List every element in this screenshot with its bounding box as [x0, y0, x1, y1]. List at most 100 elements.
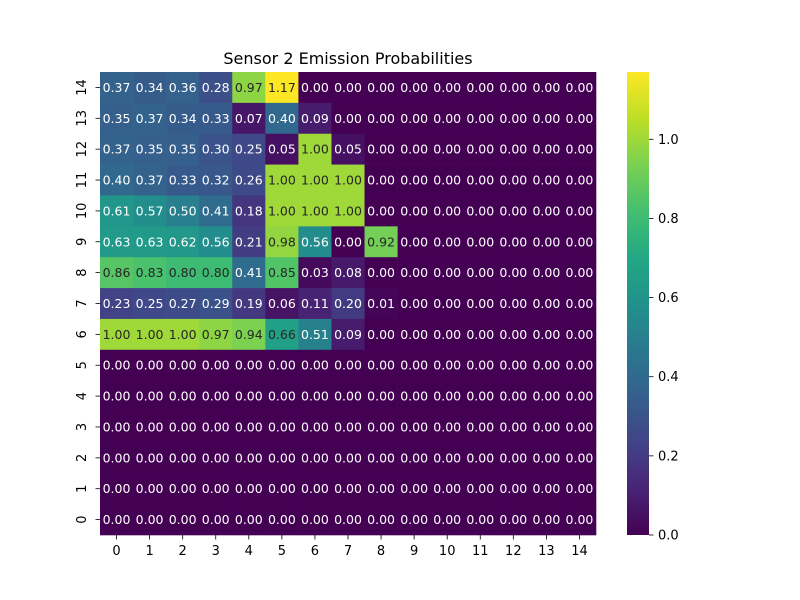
x-tick-label: 9	[410, 544, 418, 559]
cell-value-label: 0.00	[499, 234, 527, 249]
cell-value-label: 0.00	[136, 450, 164, 465]
cell-value-label: 0.80	[169, 265, 197, 280]
heatmap-cell	[100, 318, 134, 351]
heatmap-cell	[166, 380, 200, 412]
heatmap-cell	[298, 133, 332, 165]
cell-value-label: 0.00	[433, 80, 461, 95]
heatmap-cell	[463, 226, 498, 258]
heatmap-cell	[100, 195, 134, 227]
cell-value-label: 0.00	[400, 296, 428, 311]
heatmap-cell	[364, 380, 398, 412]
cell-value-label: 0.00	[367, 481, 395, 496]
cell-value-label: 0.00	[466, 512, 494, 527]
heatmap-cell	[562, 195, 597, 227]
x-tick-label: 1	[145, 544, 153, 559]
cell-value-label: 0.00	[466, 111, 494, 126]
heatmap-cell	[265, 257, 299, 289]
chart-title: Sensor 2 Emission Probabilities	[223, 49, 472, 68]
colorbar-tick-label: 1.0	[658, 133, 679, 148]
cell-value-label: 0.00	[400, 327, 428, 342]
cell-value-label: 0.41	[202, 203, 230, 218]
cell-value-label: 0.29	[202, 296, 230, 311]
heatmap-cell	[463, 72, 498, 104]
heatmap-cell	[166, 195, 200, 227]
heatmap-cell	[133, 442, 167, 474]
cell-value-label: 0.35	[103, 111, 131, 126]
cell-value-label: 0.56	[202, 234, 230, 249]
heatmap-cell	[265, 504, 299, 536]
cell-value-label: 0.34	[136, 80, 164, 95]
cell-value-label: 0.00	[202, 358, 230, 373]
cell-value-label: 0.20	[334, 296, 362, 311]
cell-value-label: 0.00	[136, 512, 164, 527]
heatmap-cell	[529, 164, 564, 196]
heatmap-cell	[430, 133, 465, 165]
heatmap-cell	[364, 257, 398, 289]
cell-value-label: 0.00	[400, 450, 428, 465]
cell-value-label: 0.97	[202, 327, 230, 342]
heatmap-cell	[232, 411, 266, 443]
heatmap-cell	[166, 442, 200, 474]
cell-value-label: 0.00	[103, 419, 131, 434]
heatmap-cell	[298, 288, 332, 320]
cell-value-label: 0.40	[103, 173, 131, 188]
heatmap-cell	[463, 164, 498, 196]
cell-value-label: 0.00	[532, 142, 560, 157]
heatmap-cell	[133, 257, 167, 289]
cell-value-label: 0.40	[268, 111, 296, 126]
cell-value-label: 0.00	[466, 327, 494, 342]
heatmap-cell	[364, 164, 398, 196]
heatmap-cell	[133, 380, 167, 412]
heatmap-cell	[562, 411, 597, 443]
heatmap-cell	[331, 257, 365, 289]
colorbar-tick-label: 0.8	[658, 212, 679, 227]
cell-value-label: 0.00	[433, 327, 461, 342]
cell-value-label: 1.00	[268, 203, 296, 218]
cell-value-label: 0.00	[466, 80, 494, 95]
heatmap-cell	[100, 72, 134, 104]
cell-value-label: 0.00	[202, 419, 230, 434]
heatmap-cell	[463, 102, 498, 135]
heatmap-cell	[364, 442, 398, 474]
cell-value-label: 0.00	[367, 450, 395, 465]
cell-value-label: 0.09	[301, 111, 329, 126]
cell-value-label: 0.00	[499, 327, 527, 342]
cell-value-label: 0.00	[367, 111, 395, 126]
heatmap-cell	[298, 102, 332, 135]
heatmap-cell	[100, 133, 134, 165]
cell-value-label: 0.00	[532, 512, 560, 527]
heatmap-cell	[133, 226, 167, 258]
heatmap-cell	[496, 257, 531, 289]
heatmap-cell	[100, 288, 134, 320]
cell-value-label: 0.97	[235, 80, 263, 95]
heatmap-cell	[562, 318, 597, 351]
heatmap-cell	[133, 504, 167, 536]
heatmap-cell	[364, 288, 398, 320]
heatmap-cell	[463, 257, 498, 289]
heatmap-cell	[331, 288, 365, 320]
heatmap-cell	[199, 349, 233, 381]
heatmap-cell	[496, 195, 531, 227]
heatmap-cell	[430, 349, 465, 381]
heatmap-cell	[397, 257, 431, 289]
cell-value-label: 0.00	[400, 142, 428, 157]
cell-value-label: 0.00	[466, 142, 494, 157]
y-tick-label: 0	[75, 515, 90, 523]
heatmap-cell	[331, 411, 365, 443]
cell-value-label: 0.00	[400, 358, 428, 373]
heatmap-cell	[496, 411, 531, 443]
heatmap-cell	[133, 349, 167, 381]
heatmap-cell	[529, 288, 564, 320]
cell-value-label: 0.00	[202, 481, 230, 496]
heatmap-cell	[331, 349, 365, 381]
heatmap-cell	[199, 473, 233, 505]
heatmap-cell	[298, 442, 332, 474]
cell-value-label: 0.62	[169, 234, 197, 249]
heatmap-cell	[397, 318, 431, 351]
heatmap-cell	[232, 473, 266, 505]
heatmap-cell	[331, 133, 365, 165]
cell-value-label: 0.00	[499, 142, 527, 157]
heatmap-cell	[331, 442, 365, 474]
heatmap-cell	[331, 195, 365, 227]
cell-value-label: 0.00	[532, 111, 560, 126]
